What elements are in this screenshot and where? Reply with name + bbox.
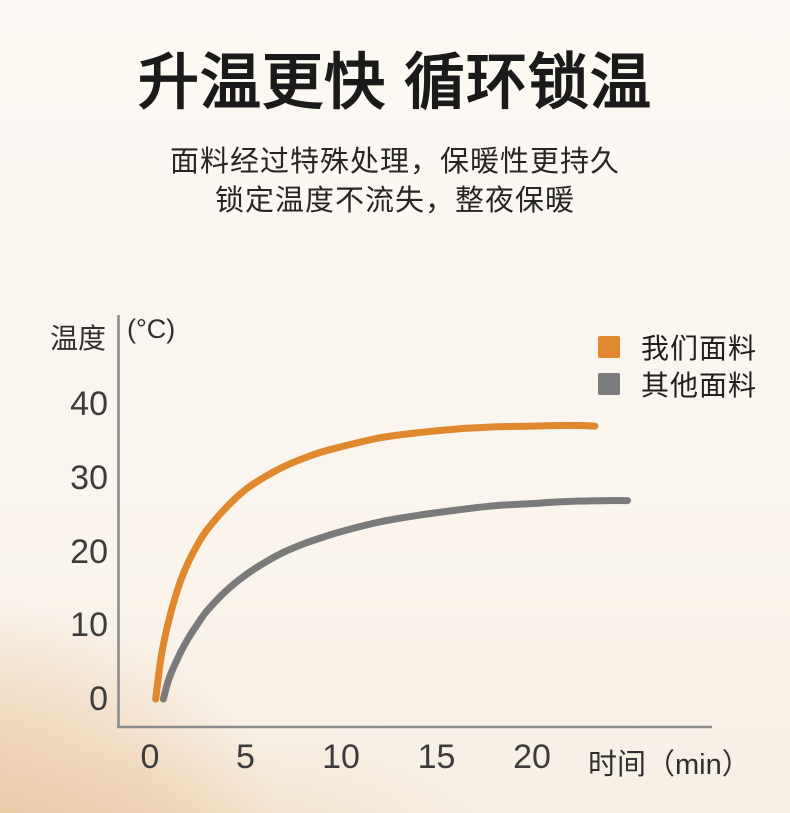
y-axis-title: 温度 [50,323,107,354]
legend-item-our-fabric: 我们面料 [598,333,757,364]
x-tick-label: 20 [513,738,551,776]
y-tick-label: 40 [70,385,108,423]
series-our-fabric-curve [152,421,599,703]
y-axis-unit: (°C) [127,314,176,344]
x-tick-label: 10 [322,738,360,776]
chart-legend: 我们面料 其他面料 [598,333,757,407]
x-axis-title: 时间（min） [588,749,751,781]
series-other-fabric-curve [159,497,631,703]
subtitle-line-1: 面料经过特殊处理，保暖性更持久 [169,146,620,178]
y-tick-label: 20 [70,532,108,571]
x-tick-label: 15 [417,738,456,776]
y-tick-label: 30 [70,458,108,497]
x-tick-label: 0 [140,738,160,776]
our-fabric-swatch-icon [598,336,620,358]
other-fabric-swatch-icon [598,373,620,395]
y-tick-label: 10 [70,606,108,645]
y-tick-label: 0 [89,680,108,718]
x-tick-label: 5 [236,738,255,776]
legend-label: 其他面料 [641,370,758,401]
legend-label: 我们面料 [641,333,758,364]
legend-item-other-fabric: 其他面料 [598,370,757,401]
subtitle-line-2: 锁定温度不流失，整夜保暖 [214,185,575,217]
page-title: 升温更快 循环锁温 [138,48,652,116]
